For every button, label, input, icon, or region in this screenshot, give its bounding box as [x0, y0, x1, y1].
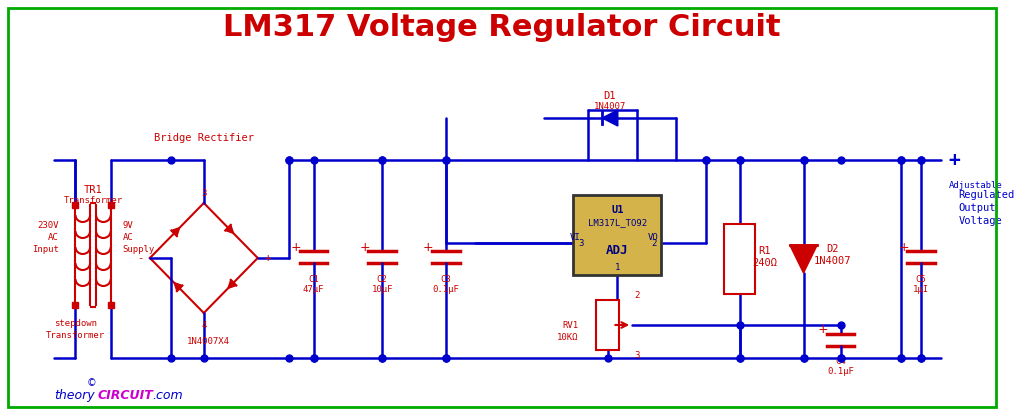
- Text: U1: U1: [611, 205, 624, 215]
- Text: LM317L_TO92: LM317L_TO92: [588, 219, 647, 227]
- Text: 230V: 230V: [37, 220, 58, 229]
- Text: +: +: [291, 241, 301, 254]
- Text: C4: C4: [836, 357, 846, 366]
- Text: +: +: [264, 253, 270, 263]
- Polygon shape: [602, 110, 617, 126]
- Text: ©: ©: [86, 378, 96, 388]
- Text: C1: C1: [308, 274, 318, 283]
- Text: Transformer: Transformer: [63, 195, 123, 205]
- Text: 3: 3: [579, 239, 584, 247]
- FancyBboxPatch shape: [573, 195, 662, 275]
- Text: 1μI: 1μI: [913, 285, 929, 293]
- Text: +: +: [359, 241, 370, 254]
- Text: 9V: 9V: [123, 220, 133, 229]
- Polygon shape: [225, 225, 233, 233]
- Text: 0.1μF: 0.1μF: [827, 367, 854, 376]
- Text: 2: 2: [634, 290, 640, 300]
- Text: +: +: [423, 241, 433, 254]
- Text: Supply: Supply: [123, 244, 155, 254]
- Text: Bridge Rectifier: Bridge Rectifier: [154, 133, 254, 143]
- Text: Output: Output: [958, 203, 995, 213]
- Text: 1: 1: [614, 263, 620, 271]
- Text: Regulated: Regulated: [958, 190, 1015, 200]
- Text: 47μF: 47μF: [303, 285, 325, 293]
- Text: VI: VI: [569, 232, 581, 242]
- Text: 4: 4: [201, 320, 207, 330]
- Bar: [596, 300, 620, 350]
- Text: 10KΩ: 10KΩ: [557, 332, 579, 342]
- Text: +: +: [898, 241, 908, 254]
- Text: 1N4007X4: 1N4007X4: [187, 337, 230, 346]
- Polygon shape: [174, 283, 182, 291]
- Text: CIRCUIT: CIRCUIT: [98, 388, 154, 401]
- Text: Input: Input: [32, 244, 58, 254]
- Text: 1N4007: 1N4007: [594, 102, 626, 110]
- Text: AC: AC: [48, 232, 58, 242]
- Text: LM317 Voltage Regulator Circuit: LM317 Voltage Regulator Circuit: [223, 14, 780, 42]
- Text: AC: AC: [123, 232, 133, 242]
- Text: 3: 3: [201, 188, 207, 198]
- Text: RV1: RV1: [562, 320, 579, 330]
- Text: 240Ω: 240Ω: [752, 258, 777, 268]
- Bar: [724, 224, 756, 294]
- Text: Voltage: Voltage: [958, 216, 1002, 226]
- Text: 3: 3: [634, 351, 640, 359]
- Text: stepdown: stepdown: [54, 318, 97, 327]
- Text: 0.1μF: 0.1μF: [432, 285, 460, 293]
- Text: C5: C5: [915, 274, 927, 283]
- Polygon shape: [790, 245, 817, 273]
- Text: R1: R1: [758, 246, 770, 256]
- Text: VO: VO: [648, 232, 659, 242]
- Text: TR1: TR1: [84, 185, 102, 195]
- Text: 10μF: 10μF: [372, 285, 393, 293]
- Text: D1: D1: [604, 91, 616, 101]
- Text: C3: C3: [440, 274, 452, 283]
- Text: Transformer: Transformer: [46, 330, 105, 339]
- Text: C2: C2: [377, 274, 387, 283]
- Text: 1N4007: 1N4007: [814, 256, 852, 266]
- Text: ADJ: ADJ: [606, 244, 629, 256]
- Text: D2: D2: [826, 244, 839, 254]
- Polygon shape: [171, 228, 179, 236]
- Text: +: +: [948, 151, 961, 169]
- Text: Adjustable: Adjustable: [948, 181, 1002, 190]
- Text: -: -: [137, 253, 143, 263]
- Text: theory: theory: [54, 388, 94, 401]
- Polygon shape: [228, 280, 237, 288]
- Text: .com: .com: [152, 388, 182, 401]
- Text: 2: 2: [651, 239, 656, 247]
- Text: +: +: [818, 323, 828, 336]
